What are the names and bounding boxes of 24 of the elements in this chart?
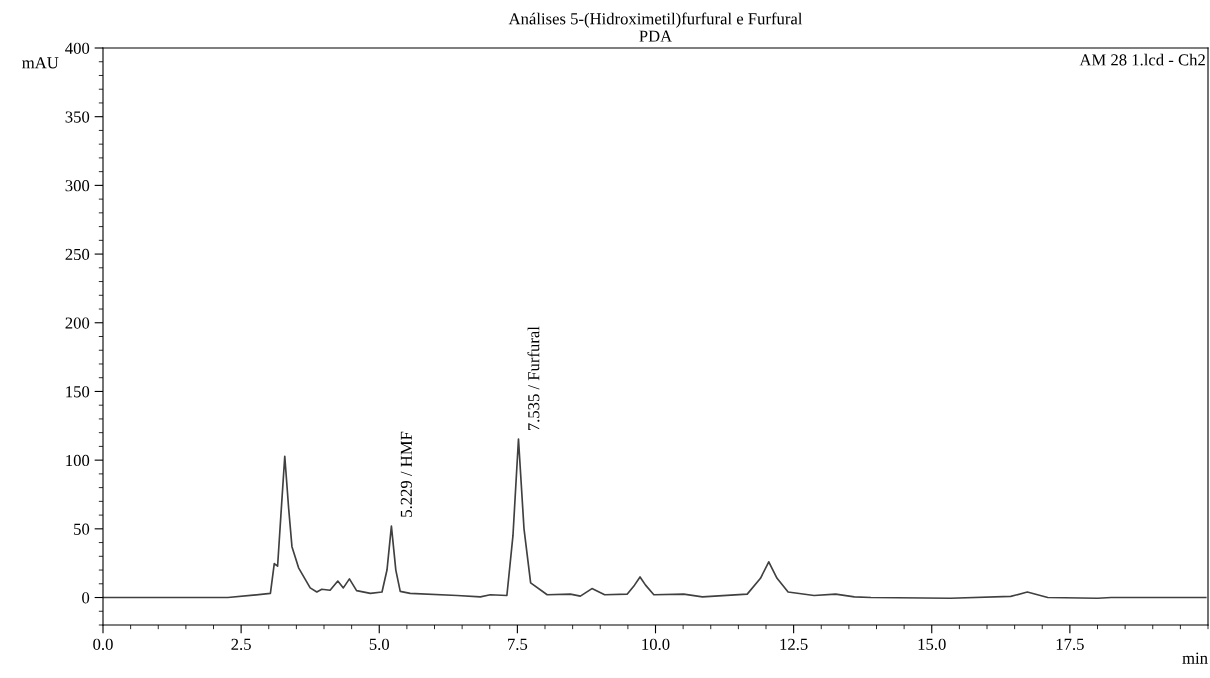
y-tick-label: 300	[65, 180, 90, 192]
annotation: 7.535 / Furfural	[527, 326, 540, 431]
x-tick-label: 7.5	[508, 638, 528, 650]
chart-subtitle: PDA	[639, 30, 673, 42]
x-axis-title: min	[1182, 652, 1208, 664]
x-tick-label: 2.5	[231, 638, 251, 650]
y-tick-label: 50	[74, 523, 90, 535]
y-tick-label: 100	[66, 454, 90, 467]
annotation: 5.229 / HMF	[400, 431, 413, 517]
annotation: AM 28 1.lcd - Ch2	[1079, 53, 1205, 66]
y-tick-label: 350	[65, 111, 90, 123]
x-tick-label: 10.0	[642, 638, 670, 650]
y-tick-label: 400	[65, 42, 90, 54]
x-tick-label: 17.5	[1056, 638, 1084, 650]
y-tick-label: 200	[65, 317, 90, 329]
y-tick-label: 250	[65, 248, 90, 261]
y-tick-label: 0	[82, 592, 90, 604]
x-tick-label: 5.0	[369, 638, 390, 650]
x-tick-label: 12.5	[780, 638, 808, 650]
x-tick-label: 15.0	[918, 638, 946, 650]
y-axis-title: mAU	[22, 57, 59, 69]
x-tick-label: 0.0	[93, 638, 113, 650]
y-tick-label: 150	[66, 386, 90, 398]
chart-title: Análises 5-(Hidroximetil)furfural e Furfural	[508, 12, 803, 28]
